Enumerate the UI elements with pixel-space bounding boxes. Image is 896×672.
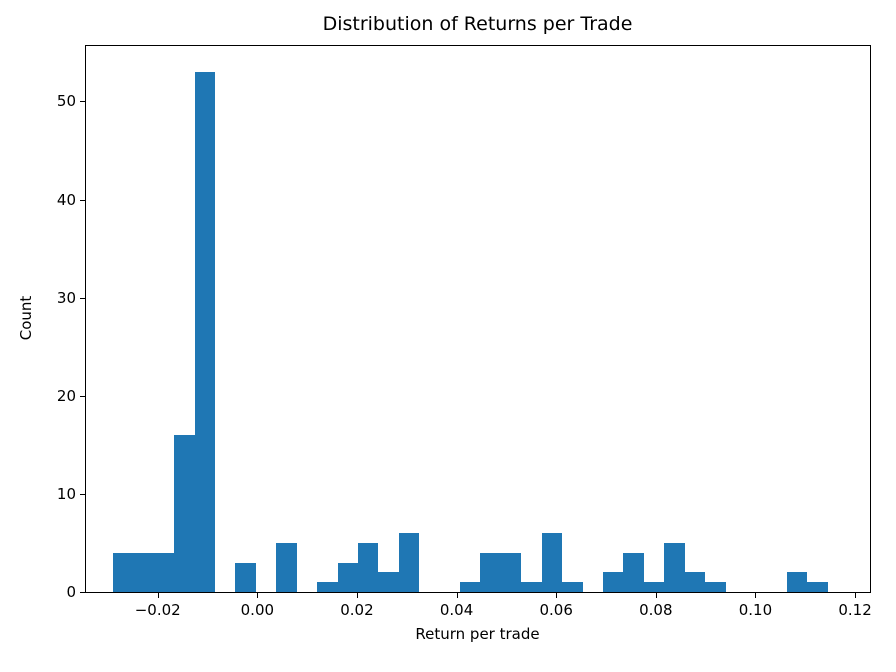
x-tick-mark (356, 593, 358, 598)
histogram-bar (399, 533, 419, 592)
histogram-bar (562, 582, 583, 592)
histogram-bar (664, 542, 685, 592)
x-tick-label: 0.04 (439, 601, 474, 619)
histogram-bar (174, 435, 195, 592)
histogram-bar (460, 582, 480, 592)
x-tick-mark (556, 593, 558, 598)
histogram-bar (113, 552, 133, 592)
histogram-bar (317, 582, 338, 592)
histogram-bar (195, 72, 215, 592)
x-tick-label: 0.02 (340, 601, 374, 619)
histogram-bar (807, 582, 828, 592)
histogram-bar (338, 562, 358, 592)
y-tick-mark (80, 101, 85, 103)
histogram-bar (480, 552, 501, 592)
y-tick-mark (80, 297, 85, 299)
histogram-bar (705, 582, 726, 592)
y-tick-mark (80, 592, 85, 593)
x-tick-mark (655, 593, 657, 598)
x-tick-label: 0.08 (639, 601, 673, 619)
x-tick-label: −0.02 (134, 601, 181, 619)
x-tick-label: 0.06 (539, 601, 573, 619)
histogram-bar (644, 582, 664, 592)
histogram-bar (154, 552, 174, 592)
x-tick-label: 0.10 (738, 601, 773, 619)
histogram-bar (521, 582, 542, 592)
chart-title: Distribution of Returns per Trade (322, 13, 633, 35)
y-tick-label: 10 (56, 484, 76, 503)
x-tick-mark (456, 593, 458, 598)
histogram-bar (358, 542, 378, 592)
histogram-bar (133, 552, 154, 592)
x-axis-label: Return per trade (415, 625, 540, 643)
y-tick-label: 0 (66, 583, 76, 601)
y-axis-label: Count (17, 295, 35, 341)
y-tick-label: 20 (56, 386, 76, 405)
histogram-bar (623, 552, 644, 592)
x-tick-label: 0.00 (240, 601, 275, 619)
histogram-bar (603, 572, 623, 592)
y-tick-label: 40 (56, 190, 76, 209)
y-tick-label: 30 (56, 288, 76, 307)
histogram-bar (378, 572, 399, 592)
histogram-bar (787, 572, 807, 592)
x-tick-mark (257, 593, 259, 598)
y-tick-label: 50 (56, 92, 76, 111)
histogram-bar (276, 542, 297, 592)
x-tick-label: 0.12 (838, 601, 872, 619)
y-tick-mark (80, 395, 85, 397)
histogram-bar (542, 533, 562, 592)
y-tick-mark (80, 199, 85, 201)
histogram-bar (235, 562, 256, 592)
y-tick-mark (80, 493, 85, 495)
plot-area: −0.02 0.00 0.02 0.04 0.06 0.08 0.10 0.12 0 10 20 30… (57, 45, 872, 619)
x-tick-mark (755, 593, 757, 598)
histogram-bar (501, 552, 521, 592)
histogram-bar (685, 572, 705, 592)
x-tick-mark (157, 593, 159, 598)
x-tick-mark (855, 593, 857, 598)
